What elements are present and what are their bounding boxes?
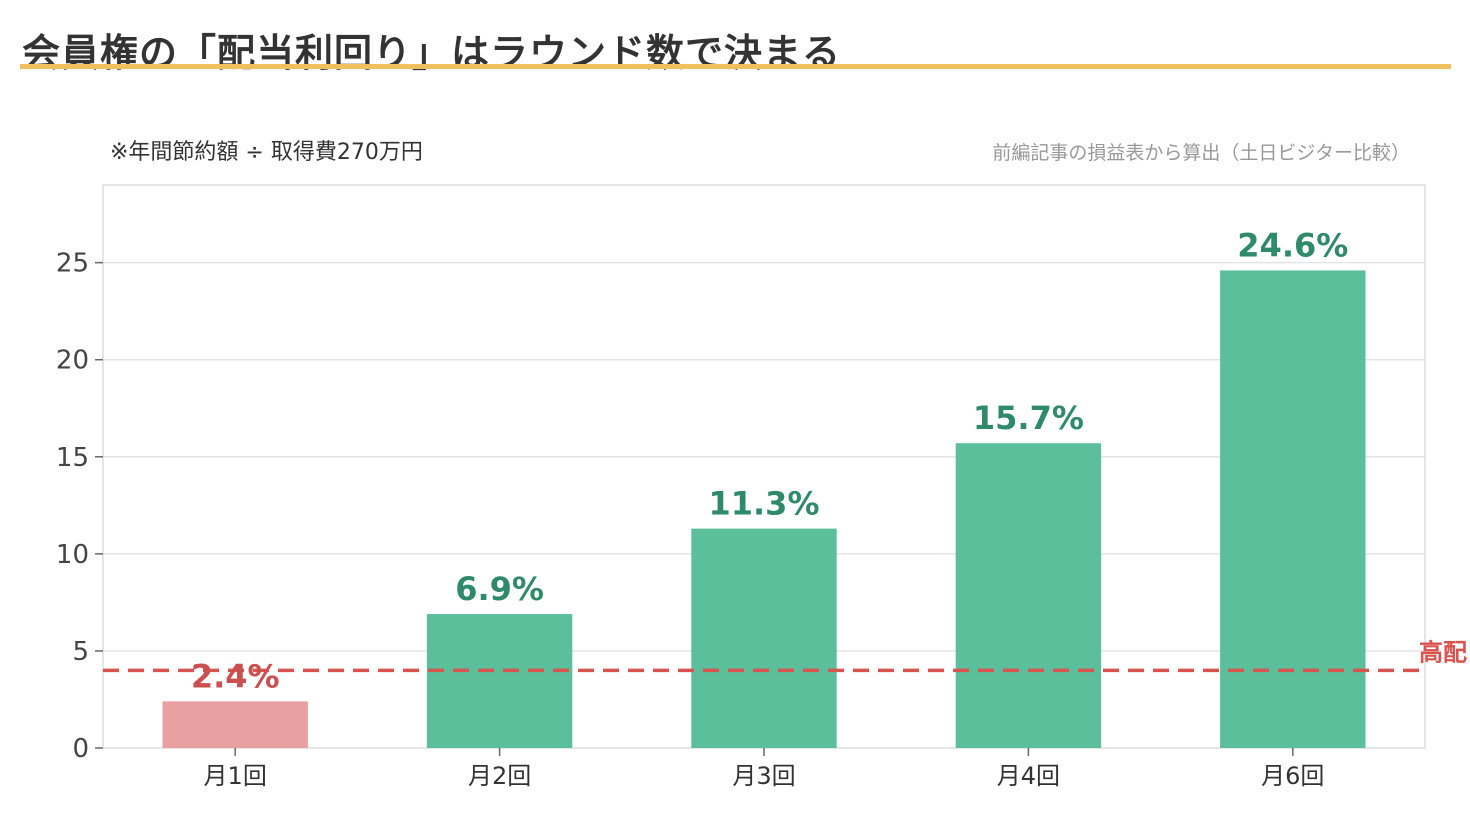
data-label: 24.6% bbox=[1237, 226, 1348, 264]
title-underline bbox=[20, 64, 1451, 69]
y-tick-label: 10 bbox=[56, 540, 89, 570]
x-tick-label: 月6回 bbox=[1261, 762, 1324, 790]
bar bbox=[1220, 270, 1366, 748]
reference-line-label: 高配 bbox=[1419, 638, 1467, 666]
data-label: 2.4% bbox=[191, 657, 280, 695]
value-labels: 2.4% 6.9% 11.3% 15.7% 24.6% bbox=[191, 226, 1348, 695]
x-tick-label: 月2回 bbox=[468, 762, 531, 790]
data-label: 6.9% bbox=[455, 570, 544, 608]
y-tick-label: 0 bbox=[72, 734, 89, 764]
x-tick-label: 月3回 bbox=[732, 762, 795, 790]
data-label: 11.3% bbox=[708, 485, 819, 523]
bar bbox=[955, 443, 1102, 748]
bar bbox=[426, 614, 573, 748]
bar bbox=[162, 701, 308, 748]
source-note: 前編記事の損益表から算出（土日ビジター比較） bbox=[992, 142, 1410, 164]
y-tick-label: 25 bbox=[56, 249, 89, 279]
bar bbox=[691, 528, 837, 748]
axis-labels: 0 5 10 15 20 25 月1回 月2回 月3回 月4回 月6回 bbox=[56, 249, 1325, 790]
calculation-note: ※年間節約額 ÷ 取得費270万円 bbox=[110, 140, 423, 165]
x-tick-label: 月1回 bbox=[204, 762, 267, 790]
reference-line-group: 高配 bbox=[103, 638, 1467, 673]
data-label: 15.7% bbox=[973, 399, 1084, 437]
bars bbox=[162, 270, 1366, 748]
x-tick-label: 月4回 bbox=[997, 762, 1060, 790]
y-tick-label: 5 bbox=[72, 637, 89, 667]
y-tick-label: 15 bbox=[56, 443, 89, 473]
y-tick-label: 20 bbox=[56, 346, 89, 376]
